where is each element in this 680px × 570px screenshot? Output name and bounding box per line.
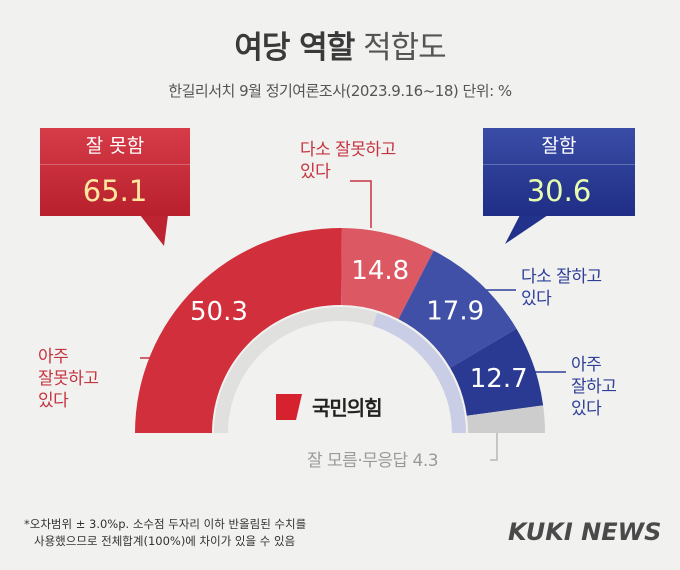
chart-title: 여당 역할 적합도 (0, 22, 680, 67)
chart-subtitle: 한길리서치 9월 정기여론조사(2023.9.16~18) 단위: % (168, 82, 512, 100)
footnote-line1: *오차범위 ± 3.0%p. 소수점 두자리 이하 반올림된 수치를 (24, 517, 307, 531)
title-bold: 여당 역할 (234, 30, 355, 66)
label-some-bad: 다소 잘못하고 있다 (300, 139, 396, 183)
leader-dont-know (490, 420, 498, 461)
positive-summary-box: 잘함 30.6 (483, 128, 635, 216)
data-label: 12.7 (470, 364, 528, 394)
label-some-good: 다소 잘하고 있다 (521, 266, 602, 310)
party-name: 국민의힘 (312, 396, 383, 420)
inner-ring-tint (373, 313, 466, 433)
label-very-good-line3: 있다 (571, 399, 602, 419)
footnote-line2: 사용했으므로 전체합계(100%)에 차이가 있을 수 있음 (34, 534, 296, 548)
label-very-bad-line2: 잘못하고 (38, 369, 99, 389)
label-very-bad-line1: 아주 (38, 347, 69, 367)
label-dont-know: 잘 모름·무응답 4.3 (307, 451, 439, 471)
slice-dont-know (466, 405, 545, 433)
positive-callout-pointer (505, 215, 548, 244)
slice-very-good (450, 328, 544, 416)
negative-summary-box: 잘 못함 65.1 (40, 128, 190, 216)
negative-summary-label: 잘 못함 (40, 128, 190, 165)
party-logo-icon (276, 394, 302, 420)
slice-some-bad (341, 228, 434, 320)
label-very-bad-line3: 있다 (38, 391, 69, 411)
brand-logo: KUKI NEWS (508, 518, 662, 546)
label-very-good-line1: 아주 (571, 355, 602, 375)
footnote: *오차범위 ± 3.0%p. 소수점 두자리 이하 반올림된 수치를 사용했으므… (24, 516, 306, 550)
positive-summary-label: 잘함 (483, 128, 635, 165)
leader-some-bad (350, 180, 372, 228)
data-label: 50.3 (190, 297, 248, 327)
positive-summary-value: 30.6 (526, 174, 592, 208)
label-very-bad: 아주 잘못하고 있다 (38, 346, 99, 412)
label-very-good: 아주 잘하고 있다 (571, 354, 617, 420)
label-some-good-line1: 다소 잘하고 (521, 267, 602, 287)
data-label: 17.9 (426, 297, 484, 327)
label-some-bad-line2: 있다 (300, 162, 331, 182)
negative-summary-value: 65.1 (82, 174, 148, 208)
slice-very-bad (135, 228, 342, 433)
label-very-good-line2: 잘하고 (571, 377, 617, 397)
slice-some-good (398, 250, 517, 368)
data-label: 14.8 (351, 256, 409, 286)
title-light: 적합도 (363, 30, 447, 66)
negative-callout-pointer (140, 215, 168, 246)
label-some-bad-line1: 다소 잘못하고 (300, 140, 396, 160)
label-some-good-line2: 있다 (521, 289, 552, 309)
